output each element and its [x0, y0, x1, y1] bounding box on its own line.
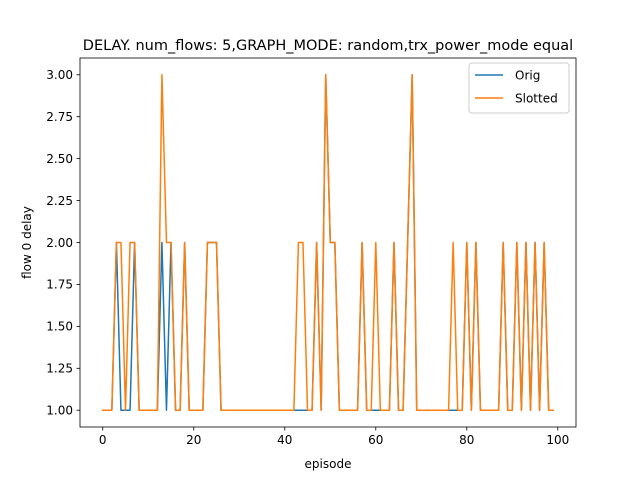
- y-tick-label: 1.50: [46, 320, 73, 334]
- y-tick-label: 1.75: [46, 278, 73, 292]
- x-axis-title: episode: [305, 457, 352, 471]
- y-tick-label: 1.00: [46, 404, 73, 418]
- series-layer: [102, 74, 554, 411]
- y-tick-label: 2.25: [46, 194, 73, 208]
- x-tick-label: 60: [368, 433, 383, 447]
- legend-label-orig: Orig: [515, 69, 540, 83]
- x-tick-label: 20: [186, 433, 201, 447]
- y-tick-label: 3.00: [46, 68, 73, 82]
- x-tick-label: 0: [99, 433, 107, 447]
- y-tick-label: 2.50: [46, 152, 73, 166]
- y-axis: 1.00 1.25 1.50 1.75 2.00 2.25 2.50 2.75 3.00: [46, 68, 80, 418]
- y-axis-title: flow 0 delay: [20, 206, 34, 279]
- x-tick-label: 80: [459, 433, 474, 447]
- x-axis: 0 20 40 60 80 100: [99, 427, 569, 447]
- legend-label-slotted: Slotted: [515, 92, 558, 106]
- x-tick-label: 100: [546, 433, 569, 447]
- y-tick-label: 2.00: [46, 236, 73, 250]
- y-tick-label: 2.75: [46, 110, 73, 124]
- x-tick-label: 40: [277, 433, 292, 447]
- series-line-slotted: [102, 74, 554, 411]
- chart-title: DELAY. num_flows: 5,GRAPH_MODE: random,t…: [83, 38, 573, 54]
- legend: Orig Slotted: [468, 62, 570, 114]
- y-tick-label: 1.25: [46, 362, 73, 376]
